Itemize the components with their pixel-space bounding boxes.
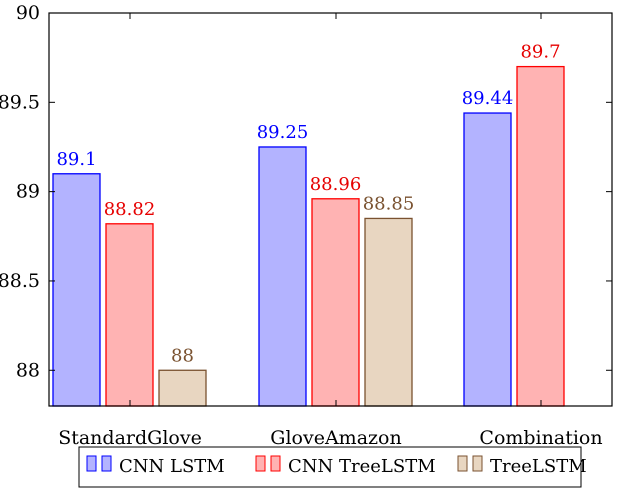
data-label: 89.44: [462, 88, 514, 109]
legend-swatch: [457, 455, 468, 472]
legend-swatch: [472, 455, 483, 472]
legend-label: CNN LSTM: [119, 456, 225, 477]
x-category-label: GloveAmazon: [270, 427, 401, 449]
bar-cnn-lstm: [52, 173, 101, 407]
y-axis: 88 88.5 89 89.5 90: [0, 2, 612, 381]
bar-cnn-treelstm: [516, 65, 565, 407]
data-label: 89.1: [56, 149, 96, 170]
bar-cnn-lstm: [463, 112, 512, 407]
y-tick-label: 88: [16, 359, 40, 381]
data-label: 88.85: [363, 193, 415, 214]
x-category-label: Combination: [479, 427, 602, 449]
legend-swatch: [255, 455, 266, 472]
data-label: 89.7: [520, 42, 560, 63]
bars-layer: [52, 65, 565, 407]
bar-treelstm: [158, 369, 207, 407]
legend-swatch: [270, 455, 281, 472]
data-label: 88.96: [310, 174, 362, 195]
legend-label: CNN TreeLSTM: [288, 456, 436, 477]
bar-cnn-lstm: [258, 146, 307, 407]
legend: CNN LSTM CNN TreeLSTM TreeLSTM: [78, 446, 587, 488]
legend-label: TreeLSTM: [490, 456, 587, 477]
data-label: 88.82: [104, 199, 156, 220]
legend-box: [78, 446, 582, 488]
bar-cnn-treelstm: [311, 198, 360, 407]
x-axis: StandardGlove GloveAmazon Combination: [58, 13, 603, 449]
x-category-label: StandardGlove: [58, 427, 202, 449]
y-tick-label: 89: [16, 181, 40, 203]
bar-treelstm: [364, 217, 413, 407]
y-tick-label: 89.5: [0, 91, 40, 113]
legend-swatch: [101, 455, 112, 472]
data-label: 89.25: [257, 122, 309, 143]
y-tick-label: 88.5: [0, 270, 40, 292]
y-tick-label: 90: [16, 2, 40, 24]
bar-cnn-treelstm: [105, 223, 154, 407]
plot-frame: [48, 12, 613, 407]
data-label: 88: [171, 345, 194, 366]
legend-swatch: [86, 455, 97, 472]
